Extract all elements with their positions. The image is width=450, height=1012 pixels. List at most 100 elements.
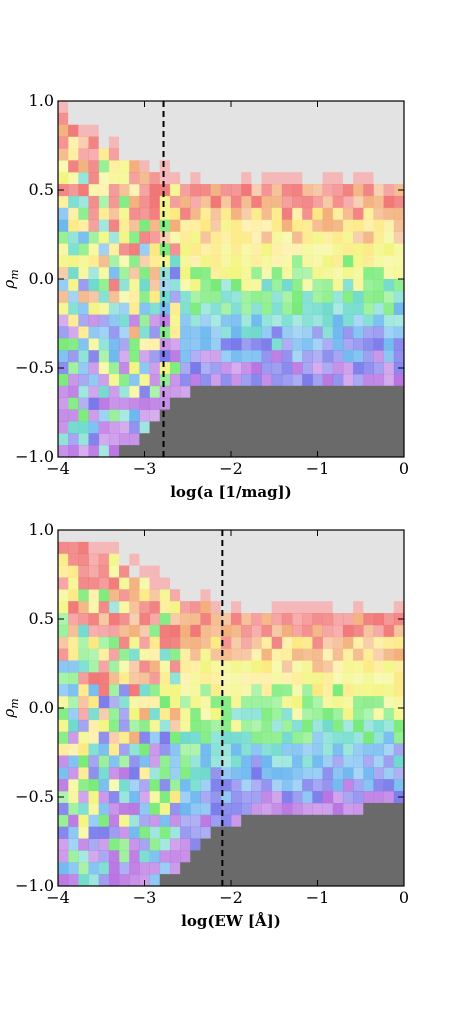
heatmap-cell xyxy=(180,160,191,173)
heatmap-cell xyxy=(159,397,171,410)
heatmap-cell xyxy=(353,530,364,543)
heatmap-cell xyxy=(251,874,262,887)
heatmap-cell xyxy=(353,624,364,638)
heatmap-cell xyxy=(281,791,293,804)
heatmap-cell xyxy=(159,255,171,268)
heatmap-cell xyxy=(190,530,201,543)
heatmap-cell xyxy=(241,696,252,709)
heatmap-cell xyxy=(190,219,201,232)
heatmap-cell xyxy=(119,112,130,126)
heatmap-cell xyxy=(373,862,385,875)
heatmap-cell xyxy=(139,814,150,828)
heatmap-cell xyxy=(78,791,89,804)
heatmap-cell xyxy=(322,160,334,173)
heatmap-cell xyxy=(322,195,334,209)
heatmap-cell xyxy=(159,802,171,816)
heatmap-cell xyxy=(342,601,354,614)
heatmap-cell xyxy=(261,124,273,137)
heatmap-cell xyxy=(58,660,69,673)
heatmap-cell xyxy=(200,624,212,638)
heatmap-cell xyxy=(169,672,181,685)
heatmap-cell xyxy=(302,708,313,721)
heatmap-cell xyxy=(78,624,89,638)
heatmap-cell xyxy=(68,755,79,768)
heatmap-cell xyxy=(108,112,120,126)
heatmap-cell xyxy=(281,184,293,197)
heatmap-cell xyxy=(210,136,222,149)
heatmap-cell xyxy=(149,279,161,292)
heatmap-cell xyxy=(342,696,354,709)
heatmap-cell xyxy=(200,302,212,315)
heatmap-cell xyxy=(241,409,252,422)
heatmap-cell xyxy=(210,172,222,185)
heatmap-cell xyxy=(190,172,201,185)
heatmap-cell xyxy=(220,601,232,614)
heatmap-cell xyxy=(383,565,395,578)
heatmap-cell xyxy=(119,124,130,137)
heatmap-cell xyxy=(190,660,201,673)
heatmap-cell xyxy=(119,243,130,256)
heatmap-cell xyxy=(139,136,150,149)
heatmap-cell xyxy=(373,767,385,780)
heatmap-cell xyxy=(98,874,110,887)
heatmap-cell xyxy=(251,409,262,422)
heatmap-cell xyxy=(139,290,150,304)
heatmap-cell xyxy=(332,267,344,280)
heatmap-cell xyxy=(363,207,374,221)
x-axis-label: log(EW [Å]) xyxy=(181,912,281,930)
heatmap-cell xyxy=(241,636,252,650)
heatmap-cell xyxy=(169,814,181,828)
heatmap-cell xyxy=(302,290,313,304)
heatmap-cell xyxy=(149,124,161,137)
heatmap-cell xyxy=(373,648,385,661)
heatmap-cell xyxy=(58,124,69,137)
heatmap-cell xyxy=(281,731,293,744)
heatmap-cell xyxy=(281,124,293,137)
heatmap-cell xyxy=(190,684,201,697)
heatmap-cell xyxy=(292,302,303,315)
heatmap-cell xyxy=(353,421,364,434)
heatmap-cell xyxy=(88,385,100,399)
heatmap-cell xyxy=(342,826,354,839)
heatmap-cell xyxy=(363,290,374,304)
heatmap-cell xyxy=(393,267,405,280)
heatmap-cell xyxy=(281,101,293,114)
heatmap-cell xyxy=(149,696,161,709)
heatmap-cell xyxy=(251,421,262,434)
heatmap-cell xyxy=(190,613,201,626)
heatmap-cell xyxy=(139,648,150,661)
heatmap-cell xyxy=(68,767,79,780)
heatmap-cell xyxy=(281,385,293,399)
heatmap-cell xyxy=(119,255,130,268)
heatmap-cell xyxy=(149,802,161,816)
heatmap-cell xyxy=(210,409,222,422)
heatmap-cell xyxy=(129,255,140,268)
heatmap-cell xyxy=(129,231,140,244)
heatmap-cell xyxy=(68,112,79,126)
heatmap-cell xyxy=(58,385,69,399)
heatmap-cell xyxy=(149,421,161,434)
heatmap-cell xyxy=(363,589,374,602)
heatmap-cell xyxy=(129,290,140,304)
heatmap-cell xyxy=(292,279,303,292)
heatmap-cell xyxy=(292,755,303,768)
heatmap-cell xyxy=(159,421,171,434)
heatmap-cell xyxy=(88,255,100,268)
heatmap-cell xyxy=(251,802,262,816)
heatmap-cell xyxy=(139,577,150,590)
heatmap-cell xyxy=(129,302,140,315)
heatmap-cell xyxy=(373,719,385,733)
heatmap-cell xyxy=(119,767,130,780)
heatmap-cell xyxy=(292,219,303,232)
heatmap-cell xyxy=(312,362,323,375)
heatmap-cell xyxy=(231,243,242,256)
heatmap-cell xyxy=(98,350,110,363)
heatmap-cell xyxy=(393,541,405,555)
heatmap-cell xyxy=(241,195,252,209)
heatmap-cell xyxy=(68,636,79,650)
heatmap-cell xyxy=(78,184,89,197)
heatmap-cell xyxy=(383,779,395,792)
heatmap-cell xyxy=(169,862,181,875)
heatmap-cell xyxy=(312,814,323,828)
heatmap-cell xyxy=(58,279,69,292)
